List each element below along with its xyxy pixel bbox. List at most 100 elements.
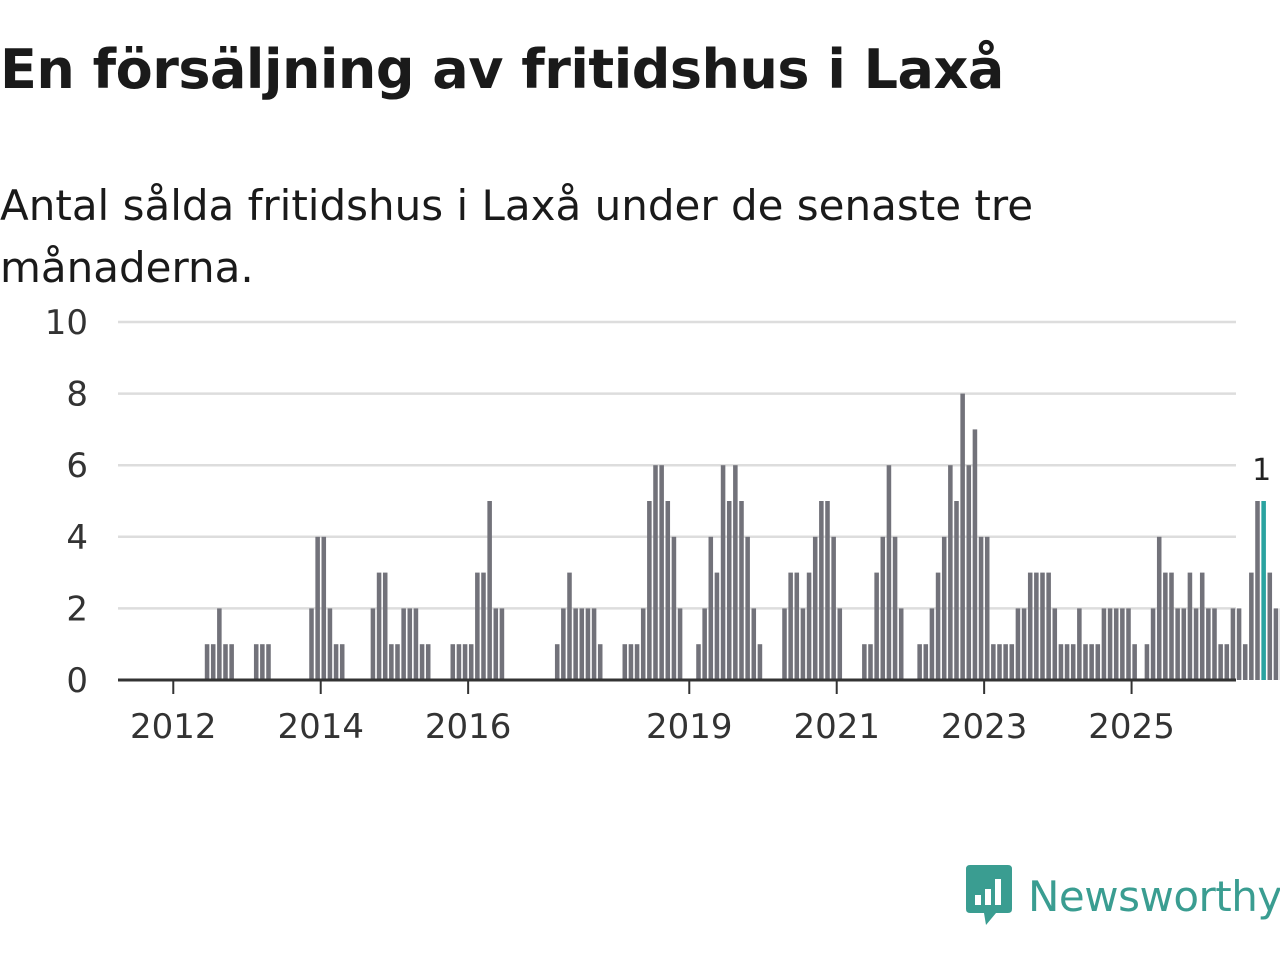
bar bbox=[1089, 644, 1094, 680]
bar bbox=[1132, 644, 1137, 680]
bar bbox=[266, 644, 271, 680]
bar bbox=[702, 608, 707, 680]
bar bbox=[1249, 572, 1254, 680]
bar bbox=[223, 644, 228, 680]
bar bbox=[462, 644, 468, 680]
bar bbox=[1218, 644, 1223, 680]
bar bbox=[714, 572, 720, 680]
bar bbox=[935, 572, 941, 680]
bar bbox=[1083, 644, 1088, 680]
bar bbox=[1267, 572, 1273, 680]
bar bbox=[634, 644, 640, 680]
bar bbox=[806, 572, 812, 680]
bar bbox=[597, 644, 603, 680]
bar bbox=[1236, 608, 1242, 680]
bar bbox=[475, 572, 480, 680]
x-tick-label: 2019 bbox=[646, 707, 733, 747]
bar bbox=[370, 608, 376, 680]
bar bbox=[1163, 572, 1168, 680]
bar bbox=[997, 644, 1002, 680]
bar bbox=[984, 536, 990, 680]
bar bbox=[585, 608, 591, 680]
x-tick-label: 2012 bbox=[130, 707, 217, 747]
bar bbox=[708, 536, 714, 680]
bar bbox=[1034, 572, 1039, 680]
bar bbox=[1212, 608, 1217, 680]
bar bbox=[567, 572, 572, 680]
bar bbox=[757, 644, 763, 680]
bar bbox=[1095, 644, 1101, 680]
bar bbox=[929, 608, 935, 680]
bar bbox=[954, 501, 959, 680]
bar bbox=[1273, 608, 1279, 680]
bar bbox=[696, 644, 701, 680]
bar bbox=[260, 644, 265, 680]
bar bbox=[210, 644, 216, 680]
bar bbox=[217, 608, 222, 680]
bar bbox=[751, 608, 757, 680]
bar bbox=[960, 393, 965, 680]
bar bbox=[640, 608, 646, 680]
bar bbox=[868, 644, 873, 680]
bar bbox=[622, 644, 628, 680]
bar bbox=[1064, 644, 1070, 680]
y-tick-label: 2 bbox=[66, 589, 88, 629]
y-tick-label: 8 bbox=[66, 375, 88, 415]
x-tick-label: 2021 bbox=[793, 707, 880, 747]
y-tick-label: 0 bbox=[66, 661, 88, 701]
bar bbox=[948, 465, 953, 680]
bar bbox=[1242, 644, 1248, 680]
bar bbox=[720, 465, 726, 680]
bar bbox=[1230, 608, 1236, 680]
bar bbox=[229, 644, 234, 680]
bar bbox=[1199, 572, 1205, 680]
bar bbox=[831, 536, 836, 680]
bar bbox=[1101, 608, 1107, 680]
bar bbox=[972, 429, 978, 680]
bar bbox=[1052, 608, 1058, 680]
bar bbox=[315, 536, 320, 680]
bar bbox=[401, 608, 406, 680]
bar bbox=[456, 644, 462, 680]
bar bbox=[419, 644, 425, 680]
bar bbox=[1175, 608, 1180, 680]
brand-logo: Newsworthy bbox=[964, 864, 1280, 928]
bar bbox=[468, 644, 474, 680]
bar bbox=[1126, 608, 1131, 680]
bar bbox=[1040, 572, 1045, 680]
bar bbox=[579, 608, 585, 680]
bar bbox=[1181, 608, 1187, 680]
bar bbox=[917, 644, 922, 680]
x-tick-label: 2023 bbox=[941, 707, 1028, 747]
bar bbox=[1021, 608, 1027, 680]
bar bbox=[499, 608, 505, 680]
bar bbox=[333, 644, 339, 680]
bar bbox=[898, 608, 904, 680]
bar bbox=[1156, 536, 1162, 680]
bar bbox=[561, 608, 566, 680]
bar bbox=[1107, 608, 1113, 680]
bar bbox=[407, 608, 413, 680]
bar bbox=[1027, 572, 1033, 680]
y-tick-label: 4 bbox=[66, 518, 88, 558]
bar bbox=[591, 608, 597, 680]
x-tick-label: 2016 bbox=[425, 707, 512, 747]
bar bbox=[825, 501, 830, 680]
bar bbox=[966, 465, 972, 680]
bar bbox=[1009, 644, 1015, 680]
bar bbox=[481, 572, 486, 680]
bar bbox=[1193, 608, 1199, 680]
bar bbox=[376, 572, 382, 680]
brand-name: Newsworthy bbox=[1028, 871, 1280, 921]
bar bbox=[1120, 608, 1125, 680]
bar bbox=[487, 501, 492, 680]
bar bbox=[395, 644, 400, 680]
bar bbox=[309, 608, 314, 680]
bar bbox=[837, 608, 843, 680]
bar bbox=[413, 608, 419, 680]
bar bbox=[321, 536, 327, 680]
bar bbox=[739, 501, 744, 680]
chart-title: En försäljning av fritidshus i Laxå bbox=[0, 38, 1004, 101]
bar bbox=[339, 644, 345, 680]
